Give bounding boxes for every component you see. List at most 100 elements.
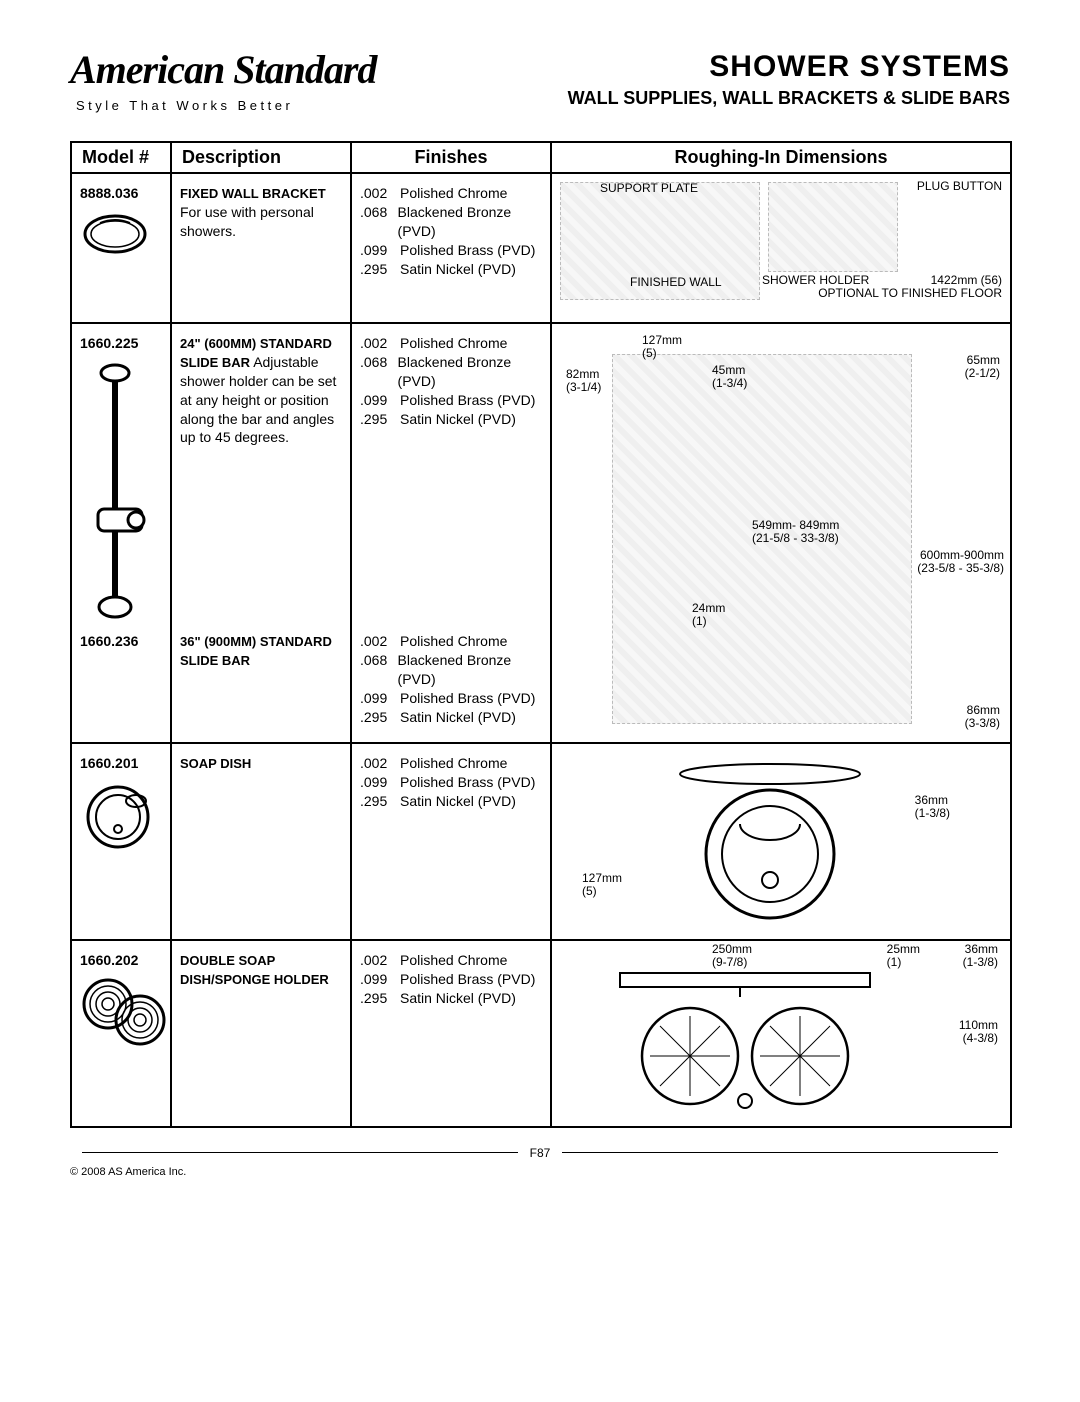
finish-label: Satin Nickel (PVD) (400, 989, 516, 1008)
model-number: 1660.236 (80, 632, 162, 651)
dim-label: 127mm(5) (582, 872, 622, 898)
dim-label: SUPPORT PLATE (600, 182, 698, 195)
soapdish-icon (80, 779, 160, 849)
dim-label: 36mm(1-3/8) (915, 794, 950, 820)
finish-code: .002 (360, 632, 394, 651)
dim-label: 549mm- 849mm(21-5/8 - 33-3/8) (752, 519, 839, 545)
dim-label: PLUG BUTTON (917, 180, 1002, 193)
finish-label: Polished Chrome (400, 754, 507, 773)
spec-table: Model # Description Finishes Roughing-In… (70, 141, 1012, 1128)
dim-label: 65mm(2-1/2) (965, 354, 1000, 380)
description-cell: FIXED WALL BRACKET For use with personal… (171, 173, 351, 323)
finish-code: .002 (360, 184, 394, 203)
finish-code: .295 (360, 260, 394, 279)
dim-label: 600mm-900mm(23-5/8 - 35-3/8) (917, 549, 1004, 575)
page-footer: F87 (70, 1146, 1010, 1160)
model-number: 1660.201 (80, 754, 162, 773)
model-cell: 1660.201 (71, 743, 171, 940)
double-soapdish-diagram-icon (560, 951, 1002, 1111)
title-block: SHOWER SYSTEMS WALL SUPPLIES, WALL BRACK… (568, 50, 1010, 109)
brand-tagline: Style That Works Better (76, 98, 376, 113)
dim-label: 25mm(1) (887, 943, 920, 969)
finish-label: Polished Chrome (400, 632, 507, 651)
finish-code: .099 (360, 970, 394, 989)
brand-block: American Standard Style That Works Bette… (70, 50, 376, 113)
footer-rule (562, 1152, 998, 1153)
brand-logo: American Standard (70, 50, 376, 90)
product-title: DOUBLE SOAP DISH/SPONGE HOLDER (180, 953, 329, 987)
dim-label: 24mm(1) (692, 602, 725, 628)
description-cell: DOUBLE SOAP DISH/SPONGE HOLDER (171, 940, 351, 1127)
finish-label: Polished Chrome (400, 184, 507, 203)
col-header-finishes: Finishes (351, 142, 551, 173)
dimensions-cell: 36mm(1-3/8) 127mm(5) (551, 743, 1011, 940)
finish-label: Polished Brass (PVD) (400, 241, 535, 260)
finish-code: .295 (360, 792, 394, 811)
dim-label: FINISHED WALL (630, 276, 722, 289)
dimensions-cell: 127mm(5) 82mm(3-1/4) 45mm(1-3/4) 65mm(2-… (551, 323, 1011, 743)
bracket-icon (80, 209, 150, 259)
dim-label: 110mm(4-3/8) (959, 1019, 998, 1045)
finish-code: .068 (360, 353, 392, 391)
finishes-cell: .002 Polished Chrome .068Blackened Bronze… (351, 173, 551, 323)
finish-code: .002 (360, 334, 394, 353)
model-number: 1660.202 (80, 951, 162, 970)
product-desc: For use with personal showers. (180, 204, 314, 239)
finish-label: Polished Chrome (400, 334, 507, 353)
finishes-cell: .002Polished Chrome .068Blackened Bronze… (351, 323, 551, 743)
finish-code: .295 (360, 989, 394, 1008)
dim-label: 45mm(1-3/4) (712, 364, 747, 390)
dim-label: 86mm(3-3/8) (965, 704, 1000, 730)
soapdish-diagram-icon (560, 754, 1002, 924)
finish-code: .068 (360, 651, 392, 689)
finish-code: .295 (360, 708, 394, 727)
finish-code: .099 (360, 241, 394, 260)
finish-code: .002 (360, 951, 394, 970)
dim-label: 1422mm (56) OPTIONAL TO FINISHED FLOOR (818, 274, 1002, 300)
finish-code: .002 (360, 754, 394, 773)
finish-code: .099 (360, 773, 394, 792)
dim-label: 36mm(1-3/8) (963, 943, 998, 969)
model-cell: 8888.036 (71, 173, 171, 323)
dimensions-cell: SUPPORT PLATE FINISHED WALL PLUG BUTTON … (551, 173, 1011, 323)
dim-label: 127mm(5) (642, 334, 682, 360)
copyright: © 2008 AS America Inc. (70, 1166, 1010, 1178)
finish-label: Blackened Bronze (PVD) (398, 203, 542, 241)
finish-label: Polished Brass (PVD) (400, 689, 535, 708)
finish-code: .068 (360, 203, 392, 241)
table-header-row: Model # Description Finishes Roughing-In… (71, 142, 1011, 173)
finish-label: Satin Nickel (PVD) (400, 792, 516, 811)
footer-rule (82, 1152, 518, 1153)
page-subtitle: WALL SUPPLIES, WALL BRACKETS & SLIDE BAR… (568, 88, 1010, 109)
dimensions-cell: 250mm(9-7/8) 25mm(1) 36mm(1-3/8) 110mm(4… (551, 940, 1011, 1127)
table-row: 1660.201 SOAP DISH .002 Polished Chrome .… (71, 743, 1011, 940)
double-soapdish-icon (80, 976, 170, 1046)
page-title: SHOWER SYSTEMS (568, 50, 1010, 84)
product-title: FIXED WALL BRACKET (180, 186, 326, 201)
model-number: 8888.036 (80, 184, 162, 203)
model-cell: 1660.225 1660.236 (71, 323, 171, 743)
dim-label: 82mm(3-1/4) (566, 368, 601, 394)
description-cell: 24" (600MM) STANDARD SLIDE BAR Adjustabl… (171, 323, 351, 743)
table-row: 1660.225 1660.236 (71, 323, 1011, 743)
finish-label: Satin Nickel (PVD) (400, 708, 516, 727)
finish-label: Satin Nickel (PVD) (400, 260, 516, 279)
model-number: 1660.225 (80, 334, 162, 353)
col-header-dimensions: Roughing-In Dimensions (551, 142, 1011, 173)
holder-diagram-icon (768, 182, 898, 272)
finish-label: Satin Nickel (PVD) (400, 410, 516, 429)
col-header-description: Description (171, 142, 351, 173)
page-header: American Standard Style That Works Bette… (70, 50, 1010, 113)
finishes-cell: .002Polished Chrome .099Polished Brass (… (351, 940, 551, 1127)
page-number: F87 (530, 1146, 551, 1160)
finish-code: .295 (360, 410, 394, 429)
finish-label: Polished Brass (PVD) (400, 773, 535, 792)
model-cell: 1660.202 (71, 940, 171, 1127)
product-title: 36" (900MM) STANDARD SLIDE BAR (180, 634, 332, 668)
finishes-cell: .002 Polished Chrome .099 Polished Brass (… (351, 743, 551, 940)
dim-label: 250mm(9-7/8) (712, 943, 752, 969)
product-title: SOAP DISH (180, 756, 251, 771)
table-row: 8888.036 FIXED WALL BRACKET For use with… (71, 173, 1011, 323)
finish-code: .099 (360, 391, 394, 410)
table-row: 1660.202 DOUBLE SOAP DISH/SPONGE HOLDER … (71, 940, 1011, 1127)
